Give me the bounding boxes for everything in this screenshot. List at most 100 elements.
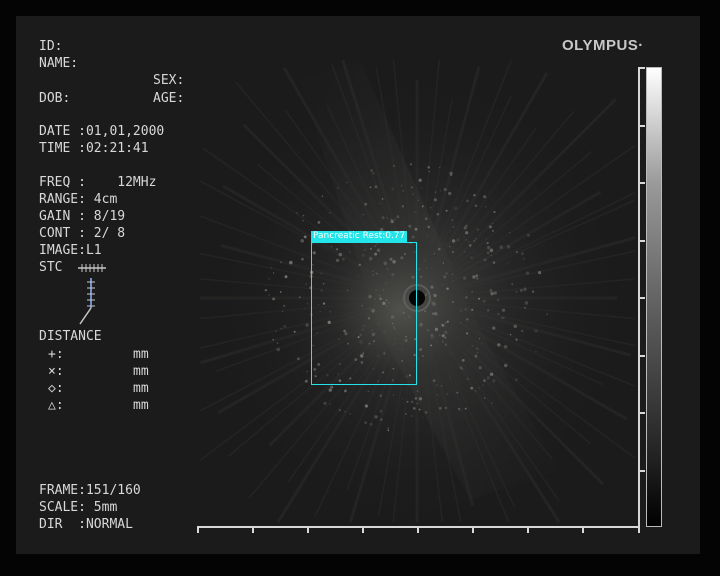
speckle-dot [346,181,348,184]
speckle-dot [382,301,386,305]
speckle-dot [418,323,422,328]
speckle-dot [489,288,493,293]
speckle-dot [361,328,364,332]
speckle-dot [459,309,463,313]
distance-diamond-unit: mm [133,381,149,396]
speckle-dot [483,258,487,262]
speckle-dot [401,397,404,400]
speckle-dot [306,370,308,373]
speckle-dot [391,322,394,325]
speckle-dot [527,233,530,237]
speckle-dot [509,231,511,234]
speckle-dot [385,299,388,302]
speckle-dot [370,329,373,332]
speckle-dot [431,312,434,315]
speckle-dot [422,416,424,419]
speckle-dot [411,275,415,279]
speckle-dot [337,373,340,375]
speckle-dot [346,289,349,291]
speckle-dot [436,394,439,396]
speckle-dot [424,217,428,221]
speckle-dot [363,324,366,327]
lateral-tick [197,526,199,533]
speckle-dot [392,325,396,329]
speckle-dot [454,206,458,211]
speckle-dot [314,375,317,378]
lateral-tick [472,526,474,533]
speckle-dot [293,330,296,333]
grayscale-bar [646,67,662,527]
speckle-dot [466,377,470,381]
depth-tick [640,67,645,69]
speckle-dot [487,309,490,312]
speckle-dot [268,277,271,280]
speckle-dot [445,322,447,324]
speckle-dot [372,368,375,370]
speckle-dot [420,186,423,189]
speckle-dot [381,371,385,374]
speckle-dot [492,222,494,225]
speckle-dot [473,240,476,242]
speckle-dot [426,234,428,237]
distance-diamond-label: ◇: [48,381,64,396]
speckle-dot [474,204,478,207]
speckle-dot [420,275,422,278]
speckle-dot [481,342,483,345]
speckle-dot [276,342,279,344]
speckle-dot [449,171,453,175]
name-label: NAME: [39,56,79,71]
speckle-dot [472,275,476,279]
speckle-dot [475,274,479,278]
speckle-dot [299,296,301,299]
speckle-dot [300,239,305,243]
speckle-dot [522,257,525,260]
speckle-dot [461,368,464,370]
speckle-dot [463,276,467,280]
speckle-dot [392,367,395,370]
speckle-dot [410,415,413,417]
speckle-dot [433,198,437,202]
speckle-dot [305,323,309,327]
speckle-dot [471,290,473,293]
speckle-dot [421,354,424,358]
speckle-dot [430,333,434,338]
speckle-dot [376,248,381,253]
speckle-dot [440,385,443,387]
speckle-dot [270,267,272,269]
freq-readout: FREQ : 12MHz [39,175,157,190]
speckle-dot [419,322,423,327]
speckle-dot [428,170,430,173]
speckle-dot [375,289,378,292]
speckle-dot [532,290,535,293]
detection-bounding-box[interactable] [311,242,417,385]
speckle-dot [304,307,306,310]
speckle-dot [413,353,416,356]
speckle-dot [484,397,486,399]
speckle-dot [384,282,388,285]
speckle-dot [451,219,453,221]
speckle-dot [347,342,349,345]
speckle-dot [470,386,474,390]
speckle-dot [383,352,386,355]
speckle-dot [451,239,456,243]
speckle-dot [281,310,284,313]
speckle-dot [317,221,321,224]
speckle-dot [441,334,445,338]
speckle-dot [432,302,436,307]
speckle-dot [329,403,332,405]
speckle-dot [268,294,270,296]
speckle-dot [335,248,339,251]
speckle-dot [445,272,448,275]
speckle-dot [373,340,375,343]
speckle-dot [338,409,341,412]
speckle-dot [419,348,422,351]
speckle-dot [497,312,500,316]
depth-tick [640,182,645,184]
speckle-dot [411,235,415,239]
speckle-dot [479,338,481,340]
speckle-dot [301,257,304,261]
speckle-dot [465,239,467,241]
sex-label: SEX: [153,73,185,88]
speckle-dot [466,318,469,321]
speckle-dot [328,212,331,214]
